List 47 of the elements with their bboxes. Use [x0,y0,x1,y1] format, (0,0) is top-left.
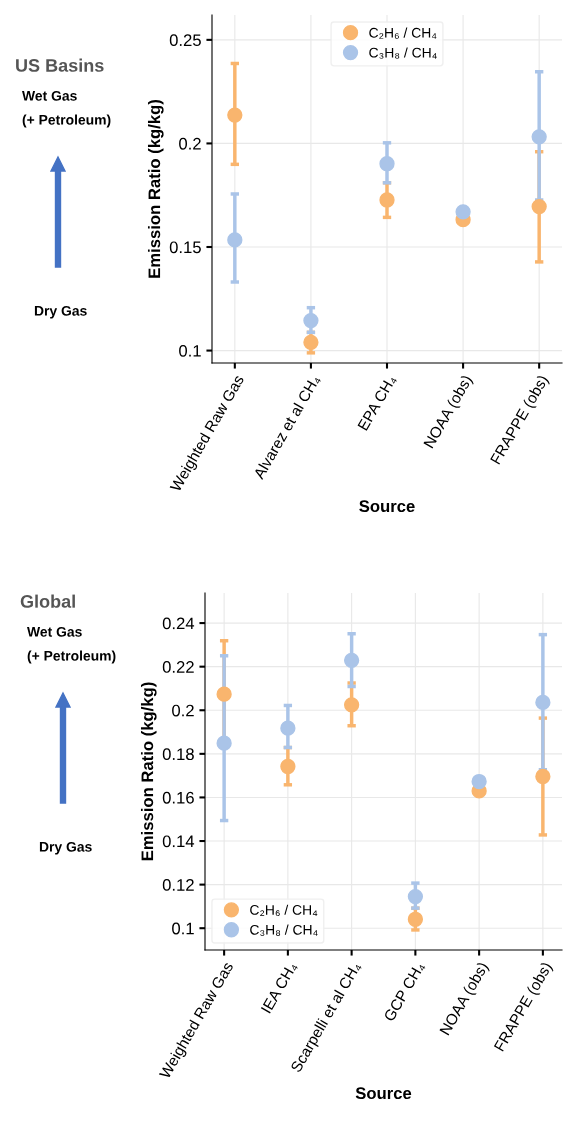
x-axis-title: Source [355,1087,412,1100]
y-axis-title: Emission Ratio (kg/kg) [140,682,157,861]
text: (+ Petroleum) [22,114,111,128]
text: Global [20,594,75,608]
y-axis-title: Emission Ratio (kg/kg) [147,100,164,278]
text: Dry Gas [34,305,87,319]
point [216,686,232,702]
y-tick-label: 0.2 [179,137,201,150]
point [280,758,296,775]
y-tick-label: 0.2 [172,704,194,717]
point [227,107,243,123]
y-tick-label: 0.14 [162,835,195,848]
x-axis-title: Source [359,500,415,513]
y-tick-label: 0.12 [162,879,194,891]
legend-label: C₃H₈ / CH₄ [250,924,318,936]
point [535,768,551,785]
legend-label: C₃H₈ / CH₄ [369,47,437,59]
point [531,129,547,145]
text: Wet Gas [27,626,82,637]
x-tick-label: IEA CH₄ [260,961,299,1015]
legend-label: C₂H₆ / CH₄ [250,904,318,916]
point [343,652,360,668]
y-tick-label: 0.25 [169,34,201,47]
point [280,720,296,736]
y-tick-label: 0.24 [162,617,195,630]
point [471,773,487,790]
text: US Basins [16,58,104,72]
text: (+ Petroleum) [27,650,116,664]
point [216,735,232,751]
y-tick-label: 0.1 [179,344,201,357]
y-tick-label: 0.1 [172,922,194,935]
legend-label: C₂H₆ / CH₄ [369,27,437,39]
point [379,192,395,208]
y-tick-label: 0.22 [162,661,194,673]
text: Dry Gas [39,841,92,855]
text: Wet Gas [22,90,77,101]
y-tick-label: 0.16 [162,791,194,804]
y-tick-label: 0.15 [169,241,201,254]
point [303,312,319,329]
point [455,204,471,220]
point [407,888,424,905]
point [379,156,395,172]
point [343,697,360,713]
y-tick-label: 0.18 [162,748,194,761]
point [531,198,547,215]
point [227,232,243,248]
point [535,694,551,711]
